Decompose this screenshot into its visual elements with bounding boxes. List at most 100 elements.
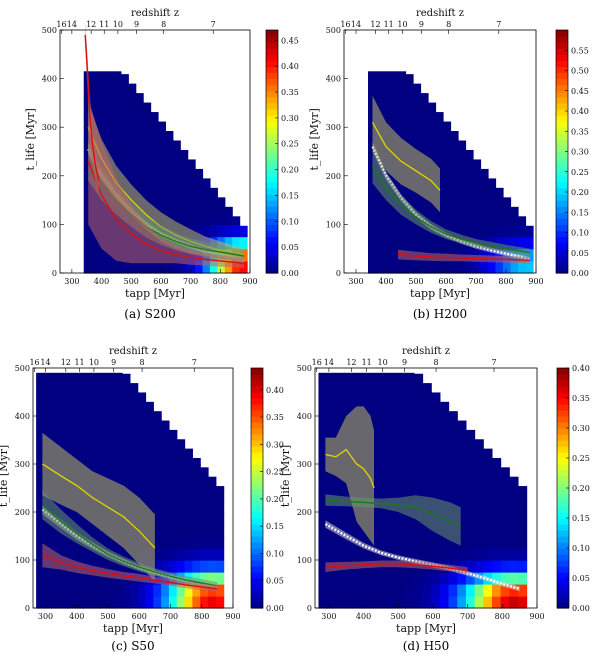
colorbar: 0.00 0.05 0.10 0.15 0.20 0.25 0.30 0.35 0.40 xyxy=(556,364,590,613)
top-tick-label: 14 xyxy=(324,358,334,367)
colorbar-step xyxy=(557,458,569,465)
heatmap-cell xyxy=(413,224,422,238)
heatmap-cell xyxy=(435,139,444,153)
heatmap-cell xyxy=(379,416,389,429)
heatmap-cell xyxy=(488,200,497,213)
heatmap-cell xyxy=(165,260,174,274)
heatmap-cell xyxy=(405,596,415,609)
heatmap-cell xyxy=(145,428,154,441)
heatmap-cell xyxy=(135,151,144,165)
heatmap-cell xyxy=(36,404,45,417)
heatmap-cell xyxy=(383,90,392,104)
heatmap-cell xyxy=(465,596,476,609)
heatmap-cell xyxy=(51,428,61,441)
series-band xyxy=(88,98,245,269)
heatmap-cell xyxy=(200,560,209,573)
heatmap-cell xyxy=(36,512,45,525)
heatmap-cell xyxy=(83,127,92,140)
heatmap-cell xyxy=(153,428,162,441)
heatmap-cell xyxy=(465,488,476,501)
heatmap-cell xyxy=(180,149,189,153)
heatmap-cell xyxy=(172,200,181,213)
heatmap-cell xyxy=(150,139,159,153)
heatmap-cell xyxy=(375,212,384,225)
heatmap-cell xyxy=(318,596,328,609)
heatmap-cell xyxy=(510,224,519,238)
heatmap-cell xyxy=(327,500,337,513)
heatmap-cell xyxy=(335,404,346,417)
series-band xyxy=(398,249,530,264)
y-tick-label: 500 xyxy=(15,364,30,373)
heatmap-cell xyxy=(383,224,392,238)
colorbar-tick-label: 0.20 xyxy=(281,166,299,175)
heatmap-cell xyxy=(91,90,100,104)
colorbar-step xyxy=(266,72,278,80)
heatmap-cell xyxy=(143,175,152,189)
heatmap-cell xyxy=(383,102,392,116)
colorbar-tick-label: 0.40 xyxy=(571,107,589,116)
heatmap-cell xyxy=(361,404,372,417)
heatmap-cell xyxy=(113,102,122,116)
heatmap-cell xyxy=(458,224,467,238)
heatmap-cell xyxy=(129,416,139,429)
heatmap-cell xyxy=(450,200,459,213)
heatmap-cell xyxy=(153,411,162,417)
heatmap-cell xyxy=(83,440,92,453)
heatmap-cell xyxy=(465,260,474,274)
heatmap-cell xyxy=(106,404,115,417)
heatmap-cell xyxy=(509,596,519,609)
heatmap-cell xyxy=(91,260,100,274)
heatmap-cell xyxy=(465,476,476,489)
heatmap-cell xyxy=(465,429,476,441)
colorbar-step xyxy=(557,404,569,411)
heatmap-cell xyxy=(368,163,377,177)
heatmap-cell xyxy=(413,139,422,153)
heatmap-cell xyxy=(143,115,152,128)
heatmap-cell xyxy=(36,548,45,561)
x-tick-label: 700 xyxy=(163,612,178,621)
heatmap-cell xyxy=(405,392,415,405)
y-tick-label: 500 xyxy=(297,364,312,373)
heatmap-cell xyxy=(483,488,493,501)
colorbar-step xyxy=(251,512,263,519)
heatmap-cell xyxy=(398,102,407,116)
heatmap-cell xyxy=(83,596,92,609)
heatmap-cell xyxy=(390,90,399,104)
heatmap-cell xyxy=(200,476,209,489)
heatmap-cell xyxy=(327,476,337,489)
heatmap-cell xyxy=(474,596,484,609)
colorbar-step xyxy=(557,536,569,543)
heatmap-cell xyxy=(439,416,450,429)
heatmap-cell xyxy=(168,512,178,525)
heatmap-cell xyxy=(137,596,147,609)
top-tick-label: 7 xyxy=(192,358,197,367)
colorbar-step xyxy=(556,218,568,225)
heatmap-cell xyxy=(491,500,502,513)
heatmap-cell xyxy=(491,524,502,537)
heatmap-cell xyxy=(157,151,166,165)
heatmap-cell xyxy=(517,524,528,537)
heatmap-cell xyxy=(120,151,129,165)
heatmap-cell xyxy=(150,163,159,177)
series-band xyxy=(325,560,468,574)
top-tick-label: 7 xyxy=(496,20,501,29)
colorbar-step xyxy=(251,524,263,531)
heatmap-cell xyxy=(165,151,174,165)
heatmap-cell xyxy=(370,596,380,609)
heatmap-cell xyxy=(379,380,389,393)
heatmap-cell xyxy=(106,416,115,429)
heatmap-cell xyxy=(318,416,328,429)
colorbar-step xyxy=(266,54,278,61)
heatmap-cell xyxy=(224,212,233,225)
colorbar-step xyxy=(266,96,278,104)
heatmap-cell xyxy=(153,500,162,513)
colorbar-step xyxy=(251,602,263,609)
heatmap-cell xyxy=(509,584,519,597)
heatmap-cell xyxy=(128,151,137,165)
heatmap-cell xyxy=(36,560,45,573)
heatmap-cell xyxy=(83,260,92,274)
colorbar-step xyxy=(266,194,278,201)
colorbar-step xyxy=(266,206,278,213)
heatmap-cell xyxy=(208,476,217,489)
heatmap-cell xyxy=(379,584,389,597)
